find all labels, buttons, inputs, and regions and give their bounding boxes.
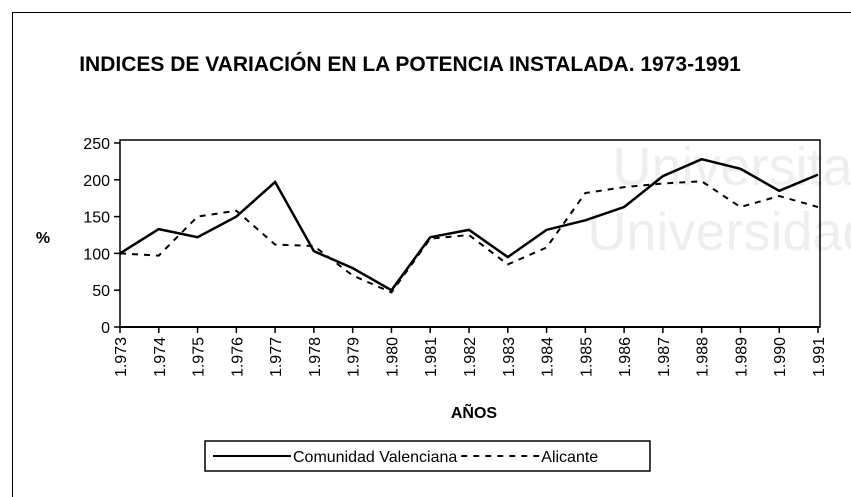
x-tick-label: 1.982 [462, 337, 479, 377]
chart-title: INDICES DE VARIACIÓN EN LA POTENCIA INST… [79, 53, 741, 76]
x-tick-label: 1.976 [229, 337, 246, 377]
x-tick-label: 1.973 [113, 337, 130, 377]
x-tick-label: 1.975 [191, 337, 208, 377]
x-tick-label: 1.974 [152, 337, 169, 377]
x-tick-label: 1.985 [578, 337, 595, 377]
y-tick-label: 100 [83, 246, 110, 263]
y-tick-label: 250 [83, 136, 110, 153]
chart-frame [12, 12, 851, 497]
series-line [119, 157, 819, 292]
x-tick-label: 1.981 [423, 337, 440, 377]
x-tick-label: 1.984 [540, 337, 557, 377]
x-tick-label: 1.990 [772, 337, 789, 377]
y-tick-label: 0 [101, 320, 110, 337]
x-tick-label: 1.977 [268, 337, 285, 377]
x-tick-label: 1.983 [501, 337, 518, 377]
x-tick-label: 1.988 [695, 337, 712, 377]
y-tick-label: 50 [92, 283, 110, 300]
x-tick-label: 1.991 [811, 337, 828, 377]
x-tick-label: 1.986 [617, 337, 634, 377]
x-axis-label: AÑOS [451, 402, 498, 422]
x-tick-label: 1.980 [384, 337, 401, 377]
watermark: Universidad [587, 202, 851, 262]
y-tick-label: 150 [83, 210, 110, 227]
x-tick-label: 1.989 [733, 337, 750, 377]
series-line [119, 180, 819, 294]
legend-label: Comunidad Valenciana [293, 449, 457, 466]
legend-label: Alicante [541, 449, 598, 466]
x-tick-label: 1.978 [307, 337, 324, 377]
x-tick-label: 1.987 [656, 337, 673, 377]
y-tick-label: 200 [83, 173, 110, 190]
x-tick-label: 1.979 [346, 337, 363, 377]
y-axis-label: % [36, 230, 50, 247]
